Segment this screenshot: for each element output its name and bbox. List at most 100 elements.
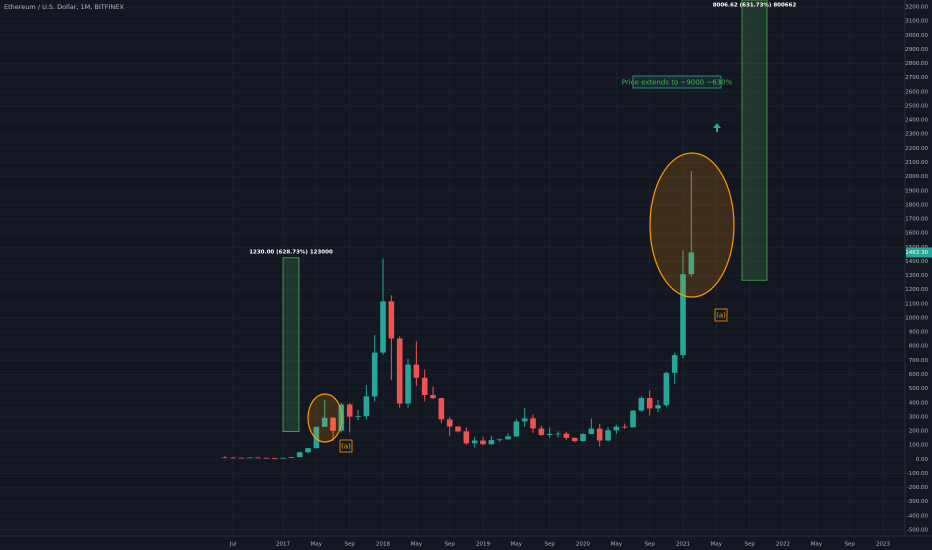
- measure-box: [282, 257, 300, 433]
- x-tick-label: May: [711, 542, 723, 548]
- y-tick-label: 1400.00: [905, 259, 928, 265]
- last-price-tag: [906, 247, 932, 258]
- candle-body: [346, 404, 353, 417]
- y-tick-label: 500.00: [909, 386, 929, 392]
- y-tick-label: 2900.00: [905, 47, 928, 53]
- x-tick-label: Sep: [345, 542, 356, 548]
- x-tick-label: 2023: [876, 542, 890, 548]
- candle-body: [238, 457, 245, 459]
- y-tick-label: 3200.00: [905, 5, 928, 11]
- candle-body: [430, 395, 436, 399]
- y-tick-label: 1800.00: [905, 202, 928, 208]
- y-tick-label: 3100.00: [905, 19, 928, 25]
- candle-body: [580, 434, 586, 442]
- candle-body: [396, 338, 403, 404]
- candle-body: [538, 428, 545, 436]
- y-tick-label: 2200.00: [905, 146, 928, 152]
- candle-body: [646, 397, 653, 409]
- note-text: Price extends to ~9000 ~630%: [622, 79, 733, 87]
- x-tick-label: Sep: [844, 542, 855, 548]
- candle-body: [305, 448, 311, 453]
- candle-body: [438, 398, 445, 420]
- candle-body: [321, 417, 328, 427]
- highlight-ellipse: [307, 393, 343, 443]
- candle-body: [388, 301, 395, 339]
- y-tick-label: 1200.00: [905, 287, 928, 293]
- candle-body: [521, 418, 528, 422]
- grid: [0, 0, 905, 536]
- x-tick-label: May: [511, 542, 523, 548]
- y-tick-label: -200.00: [907, 485, 929, 491]
- measure-box: [741, 0, 768, 281]
- y-tick-label: 300.00: [909, 414, 929, 420]
- y-tick-label: 3000.00: [905, 33, 928, 39]
- arrow: [713, 123, 721, 132]
- y-tick-label: 2600.00: [905, 89, 928, 95]
- candle-body: [363, 396, 370, 417]
- candle-body: [221, 457, 228, 459]
- candle-body: [463, 431, 470, 444]
- candle-body: [421, 377, 428, 396]
- last-price-label: 1463.30: [905, 250, 928, 256]
- y-tick-label: 200.00: [909, 429, 929, 435]
- candle-body: [621, 426, 628, 428]
- candle-body: [263, 457, 270, 459]
- y-tick-label: 1000.00: [905, 315, 928, 321]
- y-tick-label: 1100.00: [905, 301, 928, 307]
- candle-body: [405, 364, 411, 404]
- x-tick-label: Jul: [229, 542, 237, 548]
- y-tick-label: 400.00: [909, 400, 929, 406]
- x-tick-label: May: [411, 542, 423, 548]
- candle-body: [446, 419, 453, 427]
- y-tick-label: 2100.00: [905, 160, 928, 166]
- y-tick-label: 1900.00: [905, 188, 928, 194]
- measures: 1230.00 (628.73%) 123000 8006.62 (631.73%…: [249, 0, 797, 433]
- y-tick-label: -100.00: [907, 471, 929, 477]
- candle-body: [480, 440, 486, 445]
- x-tick-label: Sep: [744, 542, 755, 548]
- candle-body: [230, 457, 236, 459]
- candle-body: [571, 437, 578, 442]
- y-tick-label: 2800.00: [905, 61, 928, 67]
- y-tick-label: 700.00: [909, 358, 929, 364]
- y-tick-label: 2300.00: [905, 132, 928, 138]
- y-tick-label: 2700.00: [905, 75, 928, 81]
- note-box: [632, 75, 722, 89]
- candle-body: [338, 404, 345, 431]
- candle-body: [563, 433, 570, 438]
- x-tick-label: 2017: [276, 542, 290, 548]
- candle-body: [355, 416, 361, 418]
- x-tick-label: Sep: [544, 542, 555, 548]
- axes: -500.00 -400.00 -300.00 -200.00 -100.00 0.00 1…: [229, 5, 932, 548]
- candle-body: [296, 452, 303, 458]
- y-tick-label: 1700.00: [905, 217, 928, 223]
- measure-label: 1230.00 (628.73%) 123000: [249, 249, 333, 255]
- candle-body: [330, 417, 336, 431]
- candle-body: [663, 372, 670, 406]
- candle-body: [488, 440, 495, 445]
- x-tick-label: May: [811, 542, 823, 548]
- candle-body: [671, 355, 678, 373]
- chart-title: Ethereum / U.S. Dollar, 1M, BITFINEX: [4, 3, 124, 11]
- candle-body: [505, 436, 511, 440]
- label-box: [714, 308, 728, 322]
- label-box: [339, 439, 353, 453]
- wave-label: (a): [341, 443, 351, 451]
- measure-label: 8006.62 (631.73%) 800662: [713, 3, 797, 9]
- wave-label: (a): [716, 312, 726, 320]
- x-tick-label: Sep: [445, 542, 456, 548]
- candle-body: [471, 440, 478, 444]
- y-tick-label: 800.00: [909, 344, 929, 350]
- candle-body: [288, 457, 295, 458]
- candle-body: [680, 274, 686, 356]
- y-tick-label: -400.00: [907, 513, 929, 519]
- y-tick-label: 600.00: [909, 372, 929, 378]
- candle-body: [588, 428, 595, 435]
- candle-body: [280, 457, 286, 459]
- candle-body: [630, 410, 636, 428]
- candle-body: [530, 418, 536, 429]
- candle-body: [613, 426, 620, 431]
